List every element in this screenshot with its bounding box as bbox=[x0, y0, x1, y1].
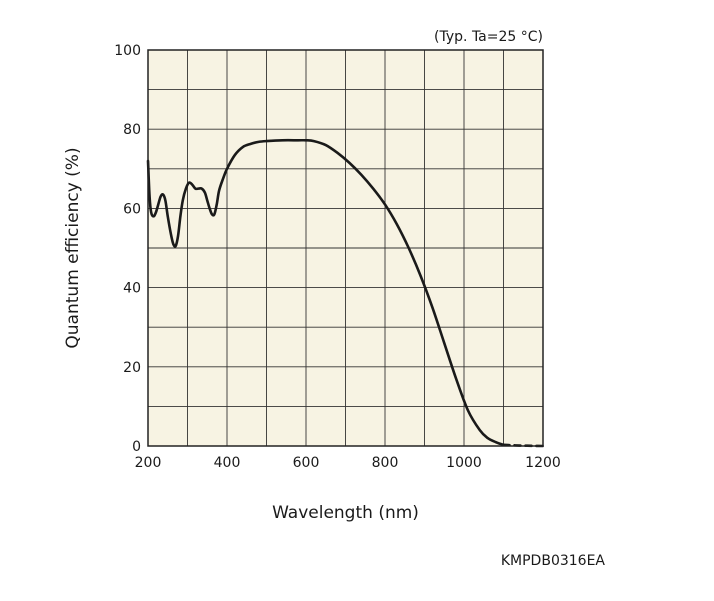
x-tick-label: 600 bbox=[293, 455, 320, 471]
qe-curve bbox=[146, 138, 505, 447]
x-tick-label: 1000 bbox=[446, 455, 482, 471]
temperature-annotation: (Typ. Ta=25 °C) bbox=[434, 29, 543, 45]
x-tick-label: 400 bbox=[214, 455, 241, 471]
y-tick-label: 60 bbox=[123, 201, 141, 217]
x-tick-label: 200 bbox=[135, 455, 162, 471]
y-tick-label: 100 bbox=[114, 43, 141, 59]
y-tick-label: 80 bbox=[123, 122, 141, 138]
y-tick-label: 40 bbox=[123, 281, 141, 297]
x-tick-label: 1200 bbox=[525, 455, 561, 471]
x-axis-title: Wavelength (nm) bbox=[272, 503, 419, 523]
grid-lines bbox=[148, 50, 543, 446]
y-tick-label: 20 bbox=[123, 360, 141, 376]
y-tick-label: 0 bbox=[132, 439, 141, 455]
plot-frame bbox=[147, 49, 544, 447]
y-axis-title: Quantum efficiency (%) bbox=[63, 147, 83, 348]
x-tick-label: 800 bbox=[372, 455, 399, 471]
figure-id: KMPDB0316EA bbox=[501, 553, 606, 569]
axis-ticks: 200 400 600 800 1000 1200 0 20 40 60 80 100 bbox=[114, 43, 561, 471]
